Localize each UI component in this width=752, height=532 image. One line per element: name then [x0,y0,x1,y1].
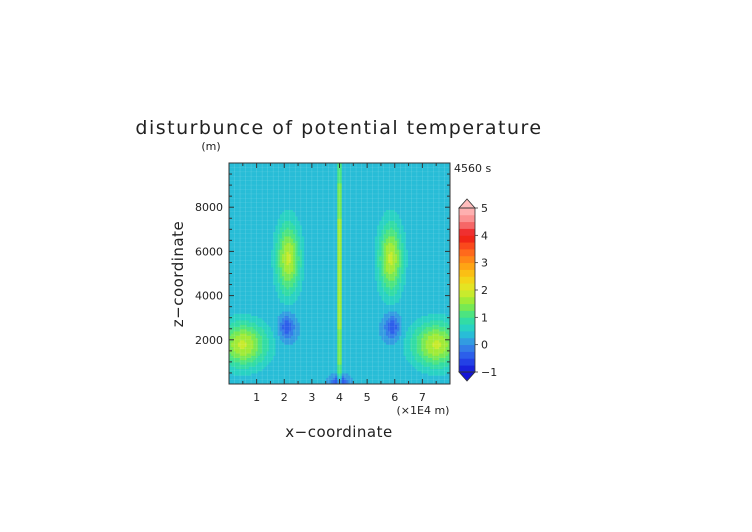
y-tick-label: 4000 [195,290,223,303]
chart-title: disturbunce of potential temperature [135,117,542,139]
colorbar-band [459,228,475,236]
colorbar-band [459,242,475,250]
y-axis-unit: (m) [201,140,220,153]
colorbar-band [459,269,475,277]
colorbar-band [459,324,475,332]
y-axis: 2000 4000 6000 8000 [195,162,450,385]
colorbar-tick-label: 1 [481,311,488,324]
plot-area [228,162,451,385]
colorbar-band [459,221,475,229]
x-tick-label: 1 [253,391,260,404]
colorbar-tick-label: 4 [481,229,488,242]
time-label: 4560 s [454,162,491,175]
colorbar-tick-label: −1 [481,366,497,379]
colorbar-tick-label: 0 [481,339,488,352]
colorbar-max-extend [458,198,476,209]
colorbar-band [459,365,475,373]
contour-field [229,163,450,384]
colorbar: −1 0 1 2 3 4 5 [458,198,497,382]
x-tick-label: 6 [391,391,398,404]
colorbar-tick-label: 5 [481,202,488,215]
x-tick-label: 3 [308,391,315,404]
colorbar-band [459,317,475,325]
colorbar-band [459,276,475,284]
colorbar-band [459,331,475,339]
colorbar-band [459,262,475,270]
grid-lines [229,163,450,384]
colorbar-band [459,208,475,216]
colorbar-band [459,344,475,352]
colorbar-band [459,255,475,264]
x-tick-label: 2 [281,391,288,404]
colorbar-band [459,249,475,257]
y-tick-label: 6000 [195,245,223,258]
colorbar-band [459,351,475,359]
x-axis-label: x−coordinate [285,423,392,441]
colorbar-tick-label: 3 [481,257,488,270]
colorbar-tick-label: 2 [481,284,488,297]
colorbar-band [459,310,475,318]
x-axis-unit: (×1E4 m) [397,404,450,417]
colorbar-band [459,283,475,291]
x-axis: 1 2 3 4 5 6 7 [228,163,451,404]
colorbar-min-extend [458,371,476,382]
colorbar-band [459,214,475,223]
x-tick-label: 5 [364,391,371,404]
y-tick-label: 2000 [195,334,223,347]
colorbar-band [459,358,475,366]
colorbar-band [459,290,475,298]
colorbar-band [459,303,475,311]
x-tick-label: 7 [419,391,426,404]
y-axis-label: z−coordinate [169,221,187,327]
x-tick-label: 4 [336,391,343,404]
colorbar-band [459,337,475,346]
colorbar-band [459,296,475,305]
y-tick-label: 8000 [195,201,223,214]
colorbar-band [459,235,475,243]
